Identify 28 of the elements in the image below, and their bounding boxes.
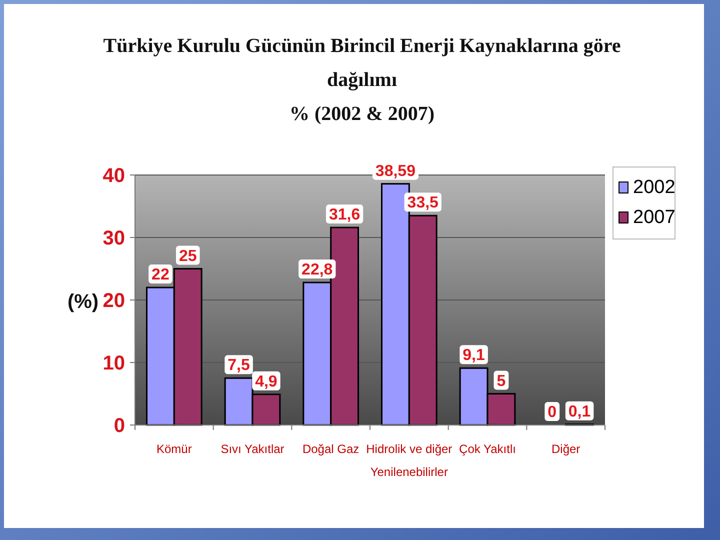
data-label: 0: [548, 404, 557, 421]
data-label: 5: [496, 372, 506, 390]
y-tick-label: 20: [102, 290, 125, 312]
x-tick-label: Kömür: [156, 442, 192, 456]
x-tick-label: Çok Yakıtlı: [459, 442, 516, 456]
data-label: 25: [178, 248, 197, 265]
y-tick-label: 10: [102, 352, 125, 375]
y-tick-label: 0: [114, 415, 125, 438]
data-label: 38,59: [375, 162, 416, 180]
data-label: 9,1: [462, 347, 486, 364]
chart-subtitle: % (2002 & 2007): [290, 103, 434, 125]
legend-label: 2007: [633, 207, 676, 228]
x-tick-label: Hidrolik ve diğer Yenilenebilirler: [366, 442, 452, 479]
legend-label: 2002: [633, 177, 676, 198]
x-tick-label: Doğal Gaz: [302, 442, 360, 456]
data-label: 31,6: [328, 206, 360, 224]
data-label: 33,5: [407, 194, 439, 212]
data-label: 22: [152, 266, 170, 284]
x-tick-label: Sıvı Yakıtlar: [220, 442, 284, 456]
x-tick-label: Diğer: [551, 442, 580, 456]
data-label: 7,5: [228, 357, 250, 374]
data-label: 22,8: [302, 262, 333, 278]
y-tick-label: 30: [102, 228, 125, 250]
data-label: 0,1: [568, 403, 591, 420]
y-tick-label: 40: [102, 165, 125, 188]
chart-title: Türkiye Kurulu Gücünün Birincil Enerji Kaynaklarına göre dağılımı: [103, 35, 621, 91]
y-axis-title: (%): [67, 291, 99, 313]
data-label: 4,9: [255, 373, 278, 390]
